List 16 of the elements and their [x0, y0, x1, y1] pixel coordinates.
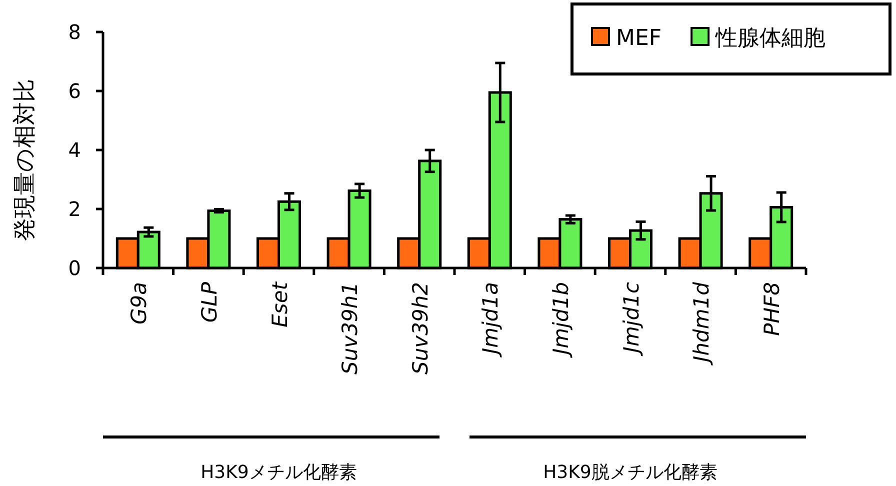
ylabel: 発現量の相対比 — [12, 79, 38, 241]
annotation: H3K9メチル化酵素 — [200, 462, 357, 483]
xtick-label: PHF8 — [760, 282, 784, 336]
xtick-label: Suv39h2 — [408, 282, 432, 374]
xtick-label: Suv39h1 — [338, 282, 362, 374]
annotation: H3K9脱メチル化酵素 — [543, 462, 718, 483]
xtick-label: G9a — [127, 282, 152, 325]
legend-label: MEF — [616, 26, 662, 51]
ytick-label: 4 — [68, 138, 81, 162]
legend-label: 性腺体細胞 — [714, 26, 826, 51]
xtick-label: Eset — [268, 282, 292, 328]
ytick-label: 6 — [68, 79, 81, 103]
xtick-label: GLP — [197, 282, 222, 323]
ytick-label: 2 — [68, 197, 81, 221]
ytick-label: 0 — [68, 256, 81, 280]
ytick-label: 8 — [68, 20, 81, 44]
